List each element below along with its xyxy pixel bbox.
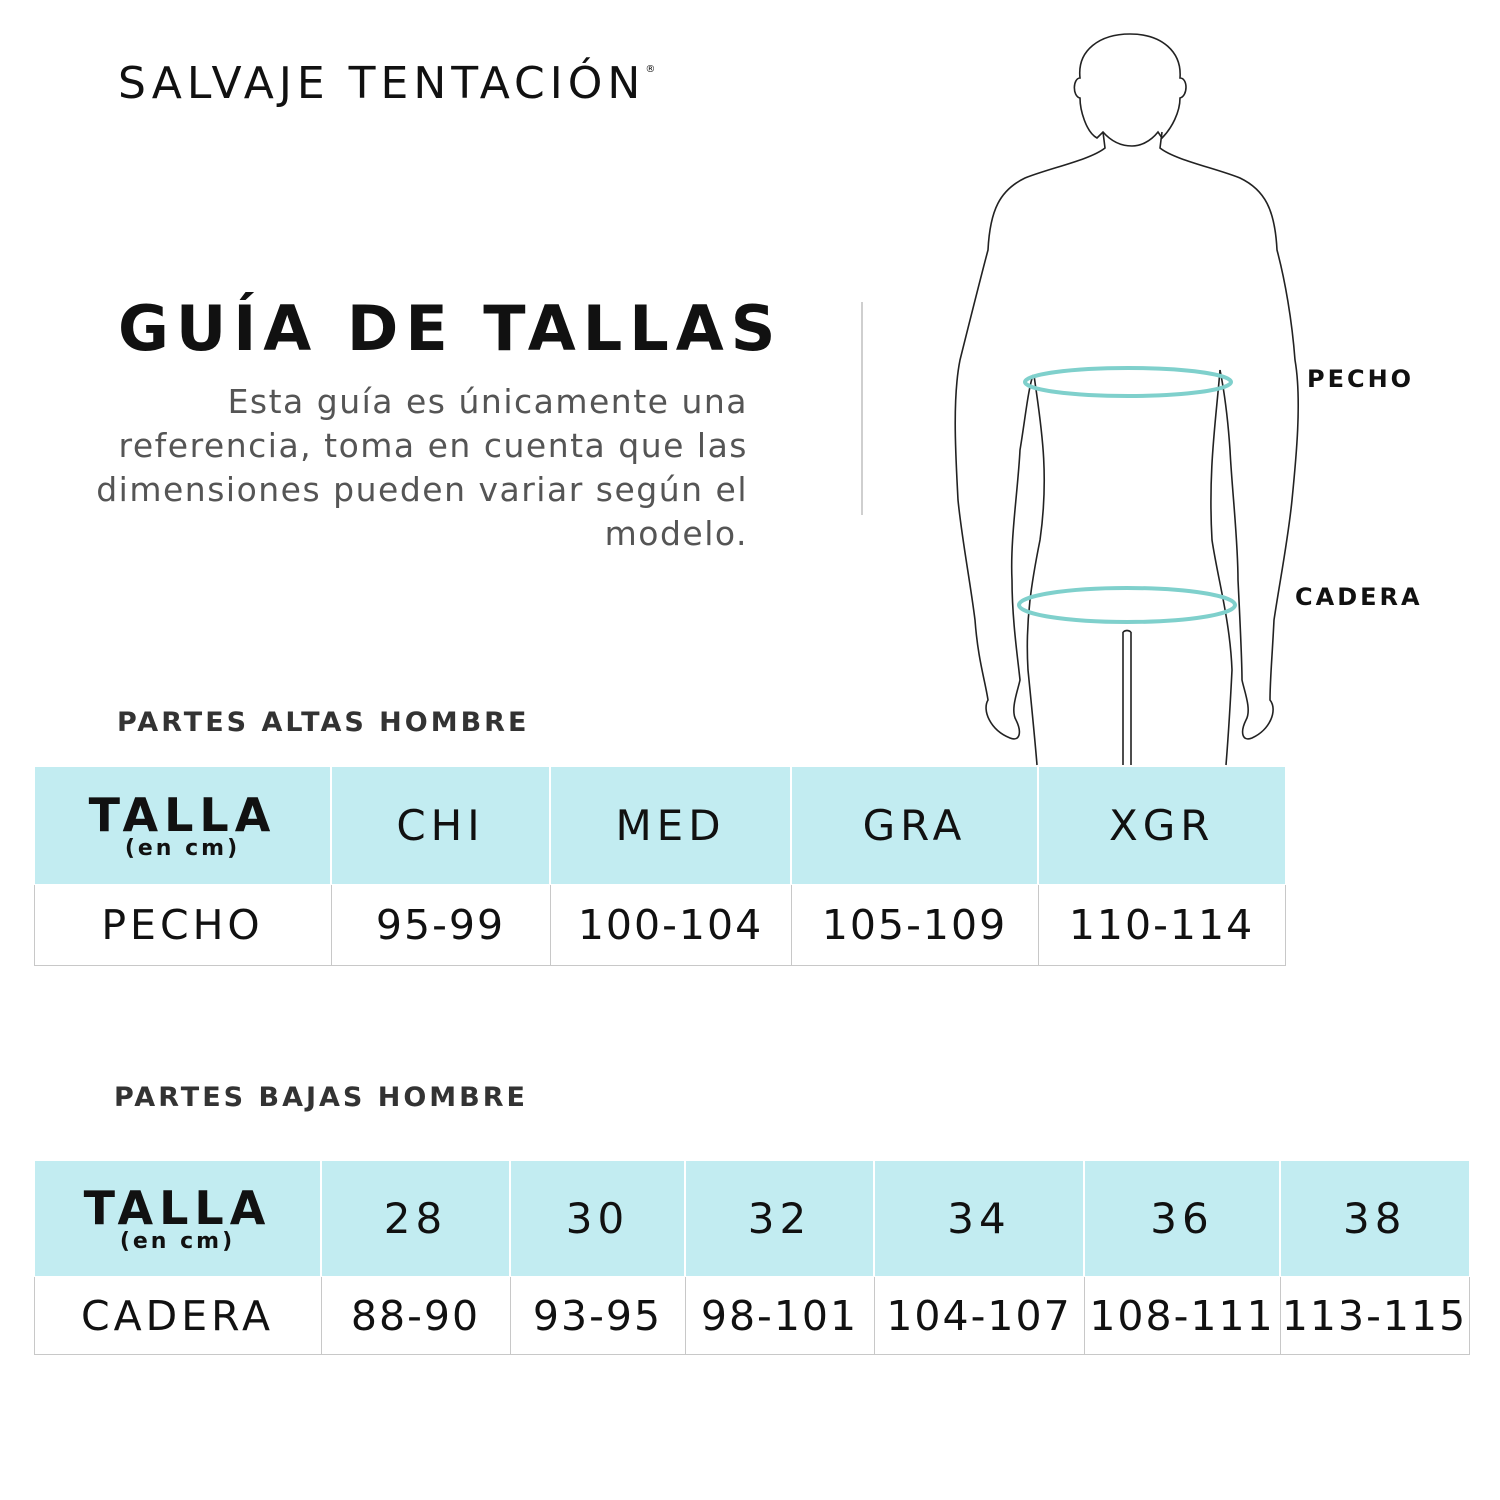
- measure-cell: 93-95: [509, 1276, 686, 1355]
- size-header: 36: [1083, 1160, 1281, 1277]
- size-header: 28: [320, 1160, 511, 1277]
- measure-cell: 113-115: [1279, 1276, 1470, 1355]
- chest-measure-ring: [1023, 366, 1233, 398]
- row-label: PECHO: [33, 884, 332, 966]
- registered-mark: ®: [645, 64, 656, 75]
- chest-label: PECHO: [1307, 365, 1415, 393]
- table-row: CADERA 88-90 93-95 98-101 104-107 108-11…: [33, 1276, 1470, 1355]
- size-header: XGR: [1037, 766, 1286, 885]
- measure-cell: 95-99: [330, 884, 551, 966]
- brand-logo: SALVAJE TENTACIÓN®: [118, 58, 655, 109]
- hip-measure-ring: [1017, 586, 1237, 624]
- measure-cell: 98-101: [684, 1276, 875, 1355]
- size-header: MED: [549, 766, 792, 885]
- measure-cell: 110-114: [1037, 884, 1286, 966]
- brand-name: SALVAJE TENTACIÓN: [118, 58, 646, 109]
- table-header-row: TALLA (en cm) CHI MED GRA XGR: [33, 766, 1286, 885]
- table-row: PECHO 95-99 100-104 105-109 110-114: [33, 884, 1286, 966]
- table-header-row: TALLA (en cm) 28 30 32 34 36 38: [33, 1160, 1470, 1277]
- size-header: 38: [1279, 1160, 1470, 1277]
- size-header: GRA: [790, 766, 1039, 885]
- hip-label: CADERA: [1295, 583, 1423, 611]
- lower-size-table: TALLA (en cm) 28 30 32 34 36 38 CADERA 88…: [33, 1160, 1470, 1355]
- unit-label: (en cm): [124, 835, 241, 861]
- page-title: GUÍA DE TALLAS: [118, 292, 783, 365]
- measure-cell: 88-90: [320, 1276, 511, 1355]
- size-header: 30: [509, 1160, 686, 1277]
- measure-cell: 105-109: [790, 884, 1039, 966]
- measure-cell: 100-104: [549, 884, 792, 966]
- header-talla-cell: TALLA (en cm): [33, 766, 332, 885]
- description: Esta guía es únicamente una referencia, …: [96, 382, 748, 553]
- lower-section-title: PARTES BAJAS HOMBRE: [114, 1082, 528, 1113]
- measure-cell: 104-107: [873, 1276, 1085, 1355]
- unit-label: (en cm): [119, 1228, 236, 1254]
- row-label: CADERA: [33, 1276, 322, 1355]
- measure-cell: 108-111: [1083, 1276, 1281, 1355]
- upper-size-table: TALLA (en cm) CHI MED GRA XGR PECHO 95-99…: [33, 766, 1286, 966]
- upper-section-title: PARTES ALTAS HOMBRE: [117, 707, 530, 738]
- size-header: CHI: [330, 766, 551, 885]
- talla-label: TALLA: [83, 1180, 272, 1235]
- body-figure-illustration: [954, 33, 1300, 766]
- size-header: 32: [684, 1160, 875, 1277]
- size-header: 34: [873, 1160, 1085, 1277]
- vertical-divider: [861, 302, 863, 515]
- talla-label: TALLA: [88, 787, 277, 842]
- body-outline: [954, 33, 1300, 766]
- header-talla-cell: TALLA (en cm): [33, 1160, 322, 1277]
